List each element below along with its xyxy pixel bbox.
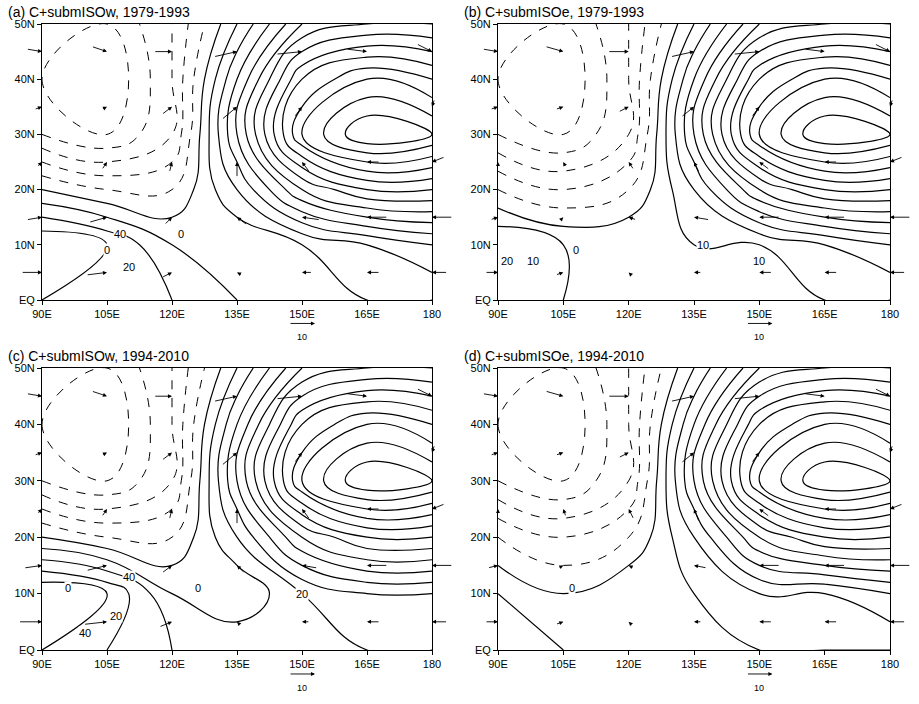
svg-text:10N: 10N	[471, 239, 491, 251]
svg-text:40N: 40N	[15, 418, 35, 430]
svg-text:90E: 90E	[32, 308, 52, 320]
svg-text:10N: 10N	[15, 587, 35, 599]
svg-text:135E: 135E	[681, 308, 707, 320]
svg-text:(a) C+submISOw, 1979-1993: (a) C+submISOw, 1979-1993	[8, 4, 190, 20]
svg-text:165E: 165E	[354, 658, 380, 670]
svg-text:120E: 120E	[159, 308, 185, 320]
svg-text:105E: 105E	[94, 308, 120, 320]
svg-text:0: 0	[104, 244, 110, 256]
svg-text:20: 20	[110, 610, 122, 622]
svg-text:0: 0	[569, 582, 575, 594]
svg-text:0: 0	[573, 244, 579, 256]
svg-text:105E: 105E	[550, 658, 576, 670]
svg-text:20: 20	[501, 255, 513, 267]
svg-text:EQ: EQ	[19, 644, 35, 656]
svg-text:40N: 40N	[15, 73, 35, 85]
svg-text:20N: 20N	[471, 531, 491, 543]
svg-text:10: 10	[297, 332, 307, 342]
svg-text:180: 180	[881, 308, 899, 320]
svg-text:50N: 50N	[471, 18, 491, 30]
svg-text:30N: 30N	[15, 128, 35, 140]
svg-text:90E: 90E	[488, 658, 508, 670]
svg-text:20N: 20N	[471, 183, 491, 195]
svg-text:150E: 150E	[746, 658, 772, 670]
svg-text:10: 10	[754, 683, 764, 693]
svg-text:10: 10	[527, 255, 539, 267]
svg-text:20: 20	[296, 588, 308, 600]
svg-text:10: 10	[753, 255, 765, 267]
svg-text:20N: 20N	[15, 531, 35, 543]
svg-text:90E: 90E	[32, 658, 52, 670]
svg-text:40N: 40N	[471, 418, 491, 430]
svg-text:120E: 120E	[616, 308, 642, 320]
svg-text:50N: 50N	[471, 362, 491, 374]
svg-text:40: 40	[114, 228, 126, 240]
svg-text:50N: 50N	[15, 362, 35, 374]
svg-text:EQ: EQ	[475, 644, 491, 656]
svg-text:120E: 120E	[616, 658, 642, 670]
svg-text:50N: 50N	[15, 18, 35, 30]
svg-text:150E: 150E	[746, 308, 772, 320]
svg-text:20N: 20N	[15, 183, 35, 195]
svg-text:0: 0	[195, 582, 201, 594]
svg-text:0: 0	[65, 582, 71, 594]
svg-text:180: 180	[423, 658, 441, 670]
svg-text:180: 180	[423, 308, 441, 320]
svg-text:EQ: EQ	[19, 294, 35, 306]
svg-text:150E: 150E	[289, 658, 315, 670]
svg-text:105E: 105E	[550, 308, 576, 320]
svg-text:165E: 165E	[812, 308, 838, 320]
svg-text:10N: 10N	[471, 587, 491, 599]
svg-text:135E: 135E	[224, 308, 250, 320]
svg-text:10: 10	[697, 239, 709, 251]
svg-text:120E: 120E	[159, 658, 185, 670]
svg-text:(c) C+submISOw, 1994-2010: (c) C+submISOw, 1994-2010	[8, 348, 189, 364]
svg-text:135E: 135E	[224, 658, 250, 670]
svg-text:10N: 10N	[15, 239, 35, 251]
svg-text:105E: 105E	[94, 658, 120, 670]
svg-text:30N: 30N	[471, 128, 491, 140]
svg-text:150E: 150E	[289, 308, 315, 320]
svg-text:10: 10	[297, 683, 307, 693]
svg-text:40N: 40N	[471, 73, 491, 85]
svg-text:20: 20	[123, 261, 135, 273]
svg-text:165E: 165E	[812, 658, 838, 670]
svg-text:30N: 30N	[15, 475, 35, 487]
svg-text:90E: 90E	[488, 308, 508, 320]
svg-text:(b) C+submISOe, 1979-1993: (b) C+submISOe, 1979-1993	[464, 4, 644, 20]
svg-text:10: 10	[754, 332, 764, 342]
svg-text:165E: 165E	[354, 308, 380, 320]
svg-text:EQ: EQ	[475, 294, 491, 306]
svg-text:0: 0	[178, 228, 184, 240]
svg-text:180: 180	[881, 658, 899, 670]
svg-text:40: 40	[79, 627, 91, 639]
svg-text:40: 40	[123, 571, 135, 583]
svg-text:(d) C+submISOe, 1994-2010: (d) C+submISOe, 1994-2010	[464, 348, 644, 364]
svg-text:30N: 30N	[471, 475, 491, 487]
svg-text:135E: 135E	[681, 658, 707, 670]
